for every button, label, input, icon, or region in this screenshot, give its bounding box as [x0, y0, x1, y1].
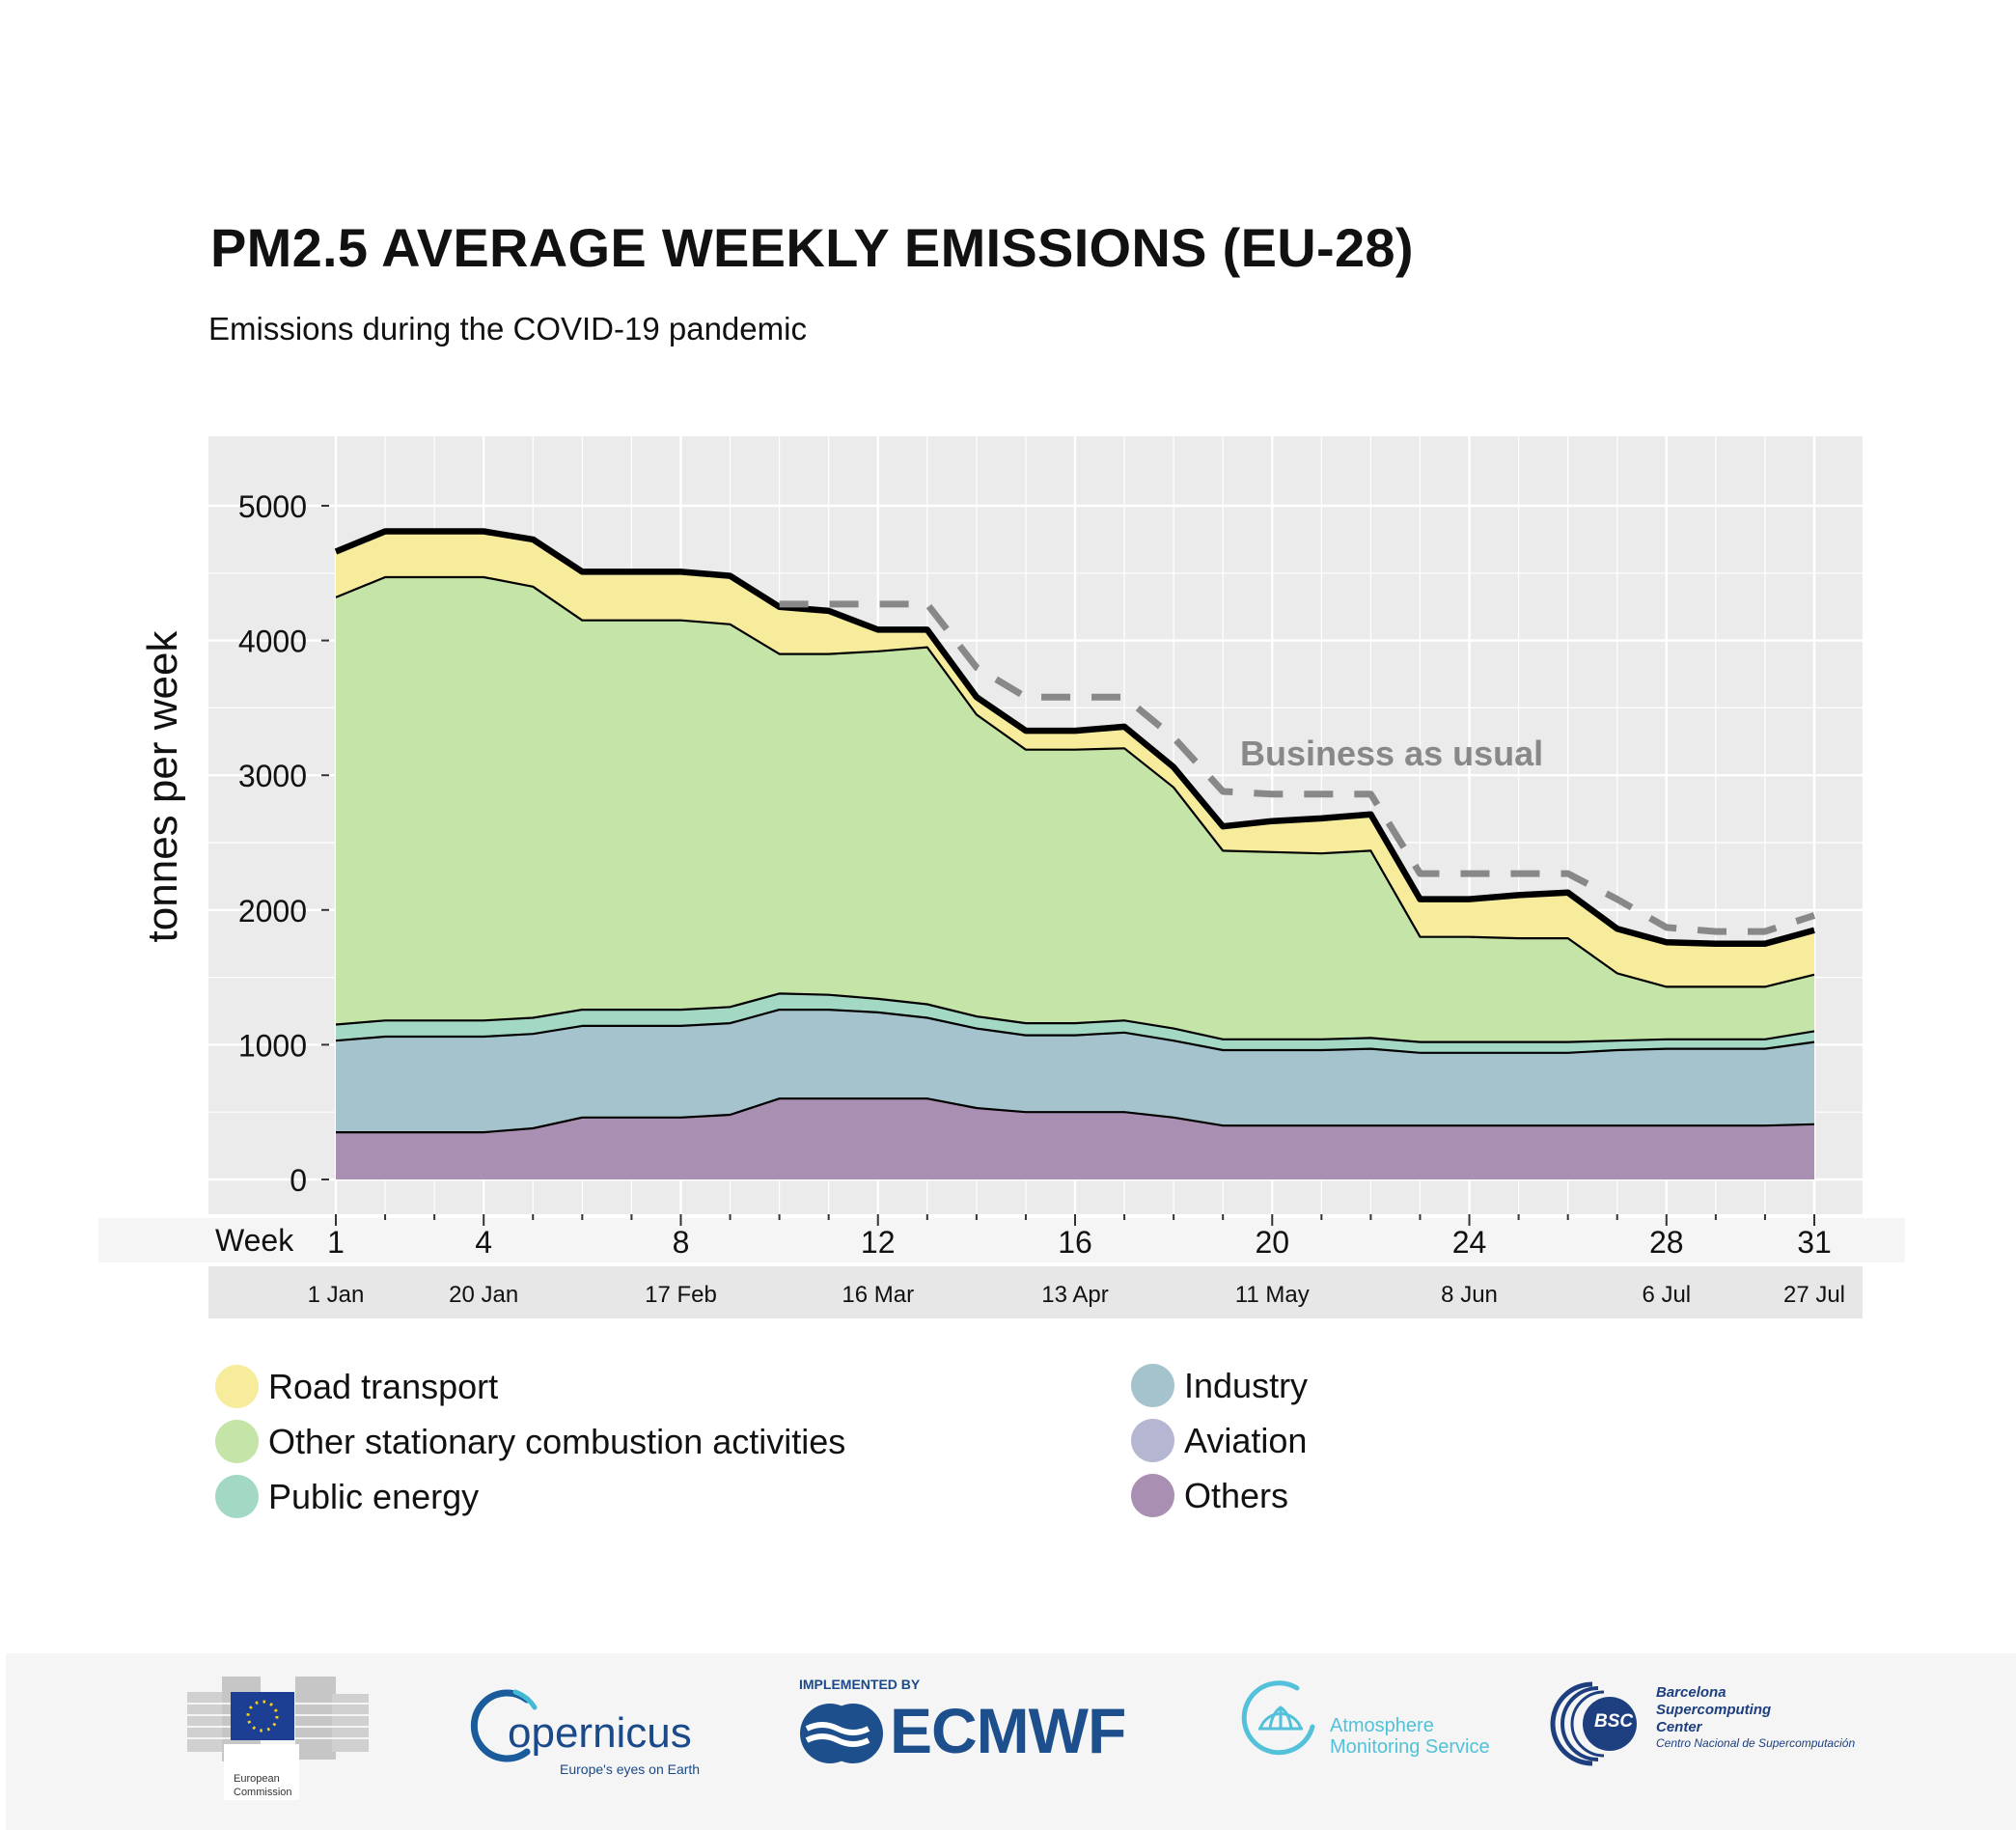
y-tick-label: 0	[290, 1163, 307, 1198]
axes: 0 1000 2000 3000 4000 5000 tonnes per week Week…	[139, 489, 1845, 1308]
legend-item-other-stationary: Other stationary combustion activities	[215, 1414, 845, 1469]
x-tick-label: 1	[327, 1225, 345, 1260]
chart: Business as usual 0 1000 2000 3000 4000 5000 t…	[98, 436, 1905, 1318]
bsc-label-2: Supercomputing	[1656, 1702, 1772, 1718]
bsc-label-3: Center	[1656, 1719, 1702, 1735]
x-tick-label: 12	[861, 1225, 896, 1260]
globe-icon	[1241, 1680, 1315, 1756]
x-tick-label: 16	[1058, 1225, 1092, 1260]
chart-title: PM2.5 AVERAGE WEEKLY EMISSIONS (EU-28)	[210, 217, 1414, 278]
copernicus-name: opernicus	[508, 1709, 692, 1757]
ec-building-icon	[187, 1677, 369, 1800]
legend-item-industry: Industry	[1131, 1358, 1308, 1413]
legend-label: Road transport	[268, 1366, 499, 1406]
ec-label-2: Commission	[234, 1787, 292, 1798]
business-as-usual-line: Business as usual	[779, 600, 1816, 935]
date-tick-label: 6 Jul	[1642, 1282, 1691, 1308]
bsc-logo: BSC Barcelona Supercomputing Center Cent…	[1548, 1680, 1895, 1787]
legend-label: Other stationary combustion activities	[268, 1421, 846, 1461]
footer-logos: European Commission opernicus Europe's e…	[6, 1653, 2016, 1830]
bsc-badge: BSC	[1594, 1711, 1634, 1732]
y-tick-label: 2000	[238, 894, 307, 929]
area-industry	[336, 1010, 1814, 1133]
legend-swatch	[215, 1365, 259, 1408]
bsc-label-4: Centro Nacional de Supercomputación	[1656, 1736, 1856, 1750]
legend-label: Aviation	[1184, 1420, 1308, 1460]
x-tick-label: 24	[1452, 1225, 1487, 1260]
x-tick-label: 4	[475, 1225, 492, 1260]
y-tick-label: 5000	[238, 489, 307, 524]
legend-label: Others	[1184, 1475, 1289, 1515]
bau-label: Business as usual	[1240, 734, 1543, 773]
x-axis-title: Week	[215, 1223, 294, 1258]
x-tick-label: 20	[1255, 1225, 1289, 1260]
legend-swatch	[215, 1420, 259, 1463]
date-tick-label: 11 May	[1235, 1282, 1310, 1308]
ecmwf-implemented-by: IMPLEMENTED BY	[799, 1677, 921, 1692]
area-other-stationary-combustion-activities	[336, 577, 1814, 1042]
series-boundary-line	[336, 1097, 1815, 1134]
cams-label-1: Atmosphere	[1330, 1715, 1434, 1736]
total-emissions-line	[334, 528, 1815, 947]
legend-swatch	[1131, 1474, 1174, 1517]
legend-label: Public energy	[268, 1476, 480, 1516]
legend-swatch	[1131, 1419, 1174, 1462]
legend-item-public-energy: Public energy	[215, 1469, 845, 1524]
date-axis-band	[208, 1266, 1863, 1318]
area-boundaries	[334, 528, 1815, 1134]
bsc-label-1: Barcelona	[1656, 1684, 1726, 1701]
copernicus-logo: opernicus Europe's eyes on Earth	[467, 1682, 708, 1788]
legend-swatch	[1131, 1364, 1174, 1407]
date-tick-label: 13 Apr	[1041, 1282, 1108, 1308]
ec-label-1: European	[234, 1773, 280, 1785]
ecmwf-waves-icon	[800, 1704, 883, 1763]
y-axis-title: tonnes per week	[139, 630, 186, 943]
date-tick-label: 20 Jan	[449, 1282, 518, 1308]
bsc-rings-icon	[1550, 1681, 1637, 1766]
date-tick-label: 1 Jan	[308, 1282, 365, 1308]
y-tick-label: 4000	[238, 624, 307, 659]
x-tick-label: 28	[1649, 1225, 1684, 1260]
cams-logo: Atmosphere Monitoring Service	[1239, 1678, 1529, 1785]
legend-label: Industry	[1184, 1365, 1309, 1405]
x-tick-label: 8	[673, 1225, 690, 1260]
y-tick-label: 3000	[238, 759, 307, 793]
y-tick-label: 1000	[238, 1028, 307, 1063]
legend-left: Road transport Other stationary combusti…	[215, 1359, 845, 1524]
legend-item-aviation: Aviation	[1131, 1413, 1308, 1468]
date-tick-label: 8 Jun	[1441, 1282, 1498, 1308]
copernicus-tagline: Europe's eyes on Earth	[560, 1761, 701, 1777]
series-boundary-line	[335, 575, 1815, 988]
ecmwf-name: ECMWF	[890, 1695, 1126, 1766]
x-tick-label: 31	[1797, 1225, 1832, 1260]
cams-label-2: Monitoring Service	[1330, 1736, 1490, 1758]
date-tick-label: 27 Jul	[1783, 1282, 1845, 1308]
legend-swatch	[215, 1475, 259, 1518]
legend-item-others: Others	[1131, 1468, 1308, 1523]
chart-subtitle: Emissions during the COVID-19 pandemic	[208, 311, 807, 347]
area-others	[336, 1098, 1814, 1179]
series-boundary-line	[335, 1008, 1815, 1054]
date-tick-label: 17 Feb	[645, 1282, 717, 1308]
date-tick-label: 16 Mar	[842, 1282, 914, 1308]
legend-item-road-transport: Road transport	[215, 1359, 845, 1414]
series-boundary-line	[335, 992, 1815, 1043]
copernicus-c-icon	[470, 1689, 538, 1762]
ecmwf-logo: IMPLEMENTED BY ECMWF	[797, 1677, 1145, 1783]
week-axis-band	[98, 1218, 1905, 1262]
legend-right: Industry Aviation Others	[1131, 1358, 1308, 1523]
european-commission-logo: European Commission	[187, 1671, 371, 1806]
